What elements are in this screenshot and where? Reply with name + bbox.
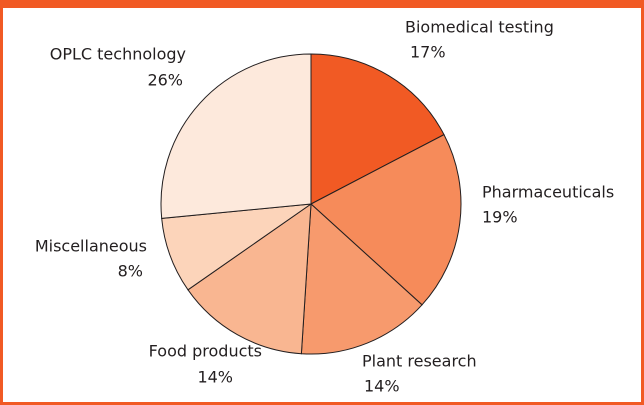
slice-label: Pharmaceuticals: [482, 183, 614, 202]
pie-slice: [187, 202, 312, 355]
slice-value-label: 8%: [118, 262, 143, 281]
slice-value-label: 17%: [410, 43, 446, 62]
slice-value-label: 14%: [364, 377, 400, 396]
slice-value-label: 19%: [482, 208, 518, 227]
pie-slice: [160, 53, 312, 219]
pie-slice: [310, 133, 462, 306]
pie-slice: [300, 202, 423, 355]
slice-value-label: 14%: [197, 368, 233, 387]
slice-label: Food products: [149, 342, 262, 361]
pie-slice: [310, 53, 445, 205]
slice-value-label: 26%: [147, 71, 183, 90]
slice-label: Miscellaneous: [35, 237, 147, 256]
slice-label: OPLC technology: [50, 45, 186, 64]
slice-label: Plant research: [362, 352, 477, 371]
slice-label: Biomedical testing: [405, 18, 554, 37]
